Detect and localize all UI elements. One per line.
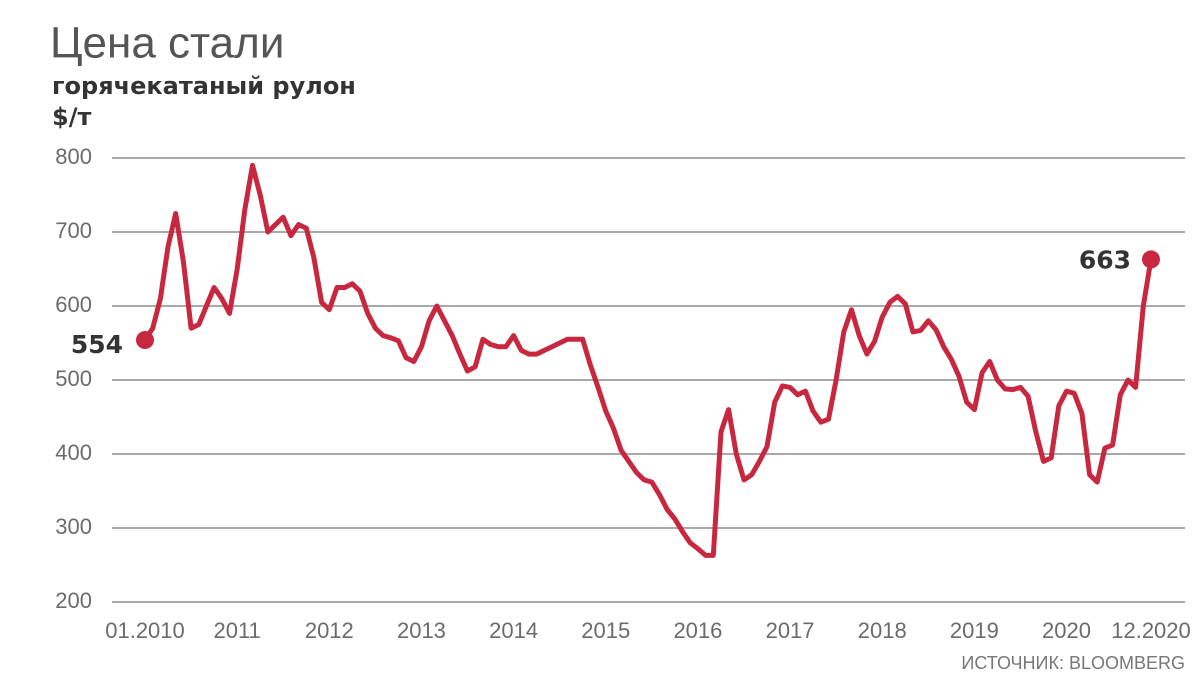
- x-tick-label: 2018: [858, 618, 907, 643]
- value-label: 663: [1079, 245, 1131, 274]
- x-tick-label: 01.2010: [105, 618, 185, 643]
- y-tick-label: 800: [55, 144, 92, 169]
- x-tick-label: 2013: [397, 618, 446, 643]
- x-tick-label: 2011: [213, 618, 260, 643]
- end-marker: [136, 331, 154, 350]
- y-tick-label: 600: [55, 292, 92, 317]
- source: ИСТОЧНИК: BLOOMBERG: [961, 653, 1185, 673]
- chart-subtitle: горячекатаный рулон: [52, 72, 356, 100]
- x-tick-label: 2015: [581, 618, 630, 643]
- y-tick-label: 200: [55, 588, 92, 613]
- y-axis-label: $/т: [52, 103, 91, 131]
- y-tick-label: 700: [55, 218, 92, 243]
- y-tick-label: 400: [55, 440, 92, 465]
- x-tick-label: 2012: [305, 618, 354, 643]
- x-tick-label: 12.2020: [1111, 618, 1191, 643]
- y-tick-label: 500: [55, 366, 92, 391]
- y-tick-label: 300: [55, 514, 92, 539]
- chart-title: Цена стали: [50, 19, 284, 68]
- x-tick-label: 2020: [1042, 618, 1091, 643]
- x-tick-label: 2019: [950, 618, 999, 643]
- x-tick-label: 2014: [489, 618, 538, 643]
- price-line: [142, 162, 1154, 558]
- x-tick-label: 2016: [673, 618, 722, 643]
- end-marker: [1142, 250, 1160, 269]
- value-label: 554: [71, 330, 123, 359]
- x-tick-label: 2017: [766, 618, 815, 643]
